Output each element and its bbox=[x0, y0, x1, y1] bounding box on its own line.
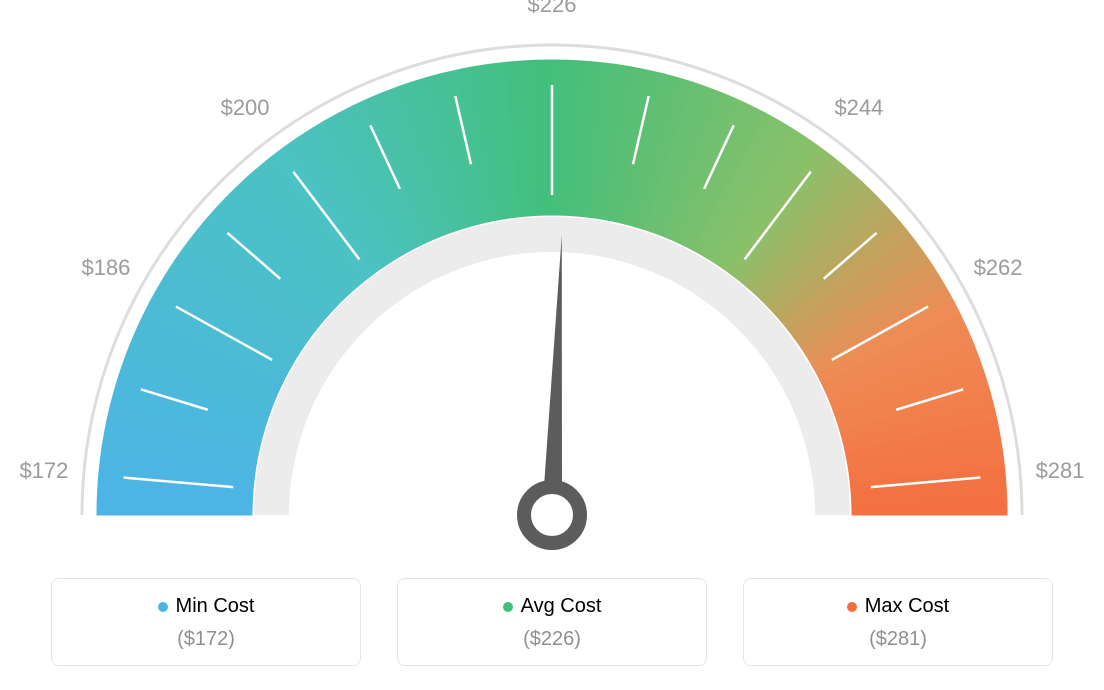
legend-card-avg: Avg Cost ($226) bbox=[397, 578, 707, 666]
legend-title-min: Min Cost bbox=[158, 595, 255, 618]
legend-card-min: Min Cost ($172) bbox=[51, 578, 361, 666]
legend-value-avg: ($226) bbox=[398, 628, 706, 651]
dot-icon bbox=[158, 602, 168, 612]
legend-card-max: Max Cost ($281) bbox=[743, 578, 1053, 666]
gauge-container: $172$186$200$226$244$262$281 bbox=[27, 20, 1077, 560]
gauge-tick-label: $226 bbox=[528, 0, 577, 18]
gauge-tick-label: $186 bbox=[81, 255, 130, 281]
gauge-tick-label: $200 bbox=[221, 95, 270, 121]
legend-value-min: ($172) bbox=[52, 628, 360, 651]
gauge-svg bbox=[27, 20, 1077, 560]
gauge-tick-label: $172 bbox=[19, 458, 68, 484]
legend-title-max: Max Cost bbox=[847, 595, 949, 618]
legend-title-text: Max Cost bbox=[865, 595, 949, 618]
gauge-tick-label: $244 bbox=[834, 95, 883, 121]
gauge-tick-label: $281 bbox=[1036, 458, 1085, 484]
dot-icon bbox=[847, 602, 857, 612]
legend-title-avg: Avg Cost bbox=[503, 595, 602, 618]
legend-row: Min Cost ($172) Avg Cost ($226) Max Cost… bbox=[20, 578, 1084, 666]
legend-value-max: ($281) bbox=[744, 628, 1052, 651]
gauge-tick-label: $262 bbox=[974, 255, 1023, 281]
legend-title-text: Min Cost bbox=[176, 595, 255, 618]
legend-title-text: Avg Cost bbox=[521, 595, 602, 618]
dot-icon bbox=[503, 602, 513, 612]
